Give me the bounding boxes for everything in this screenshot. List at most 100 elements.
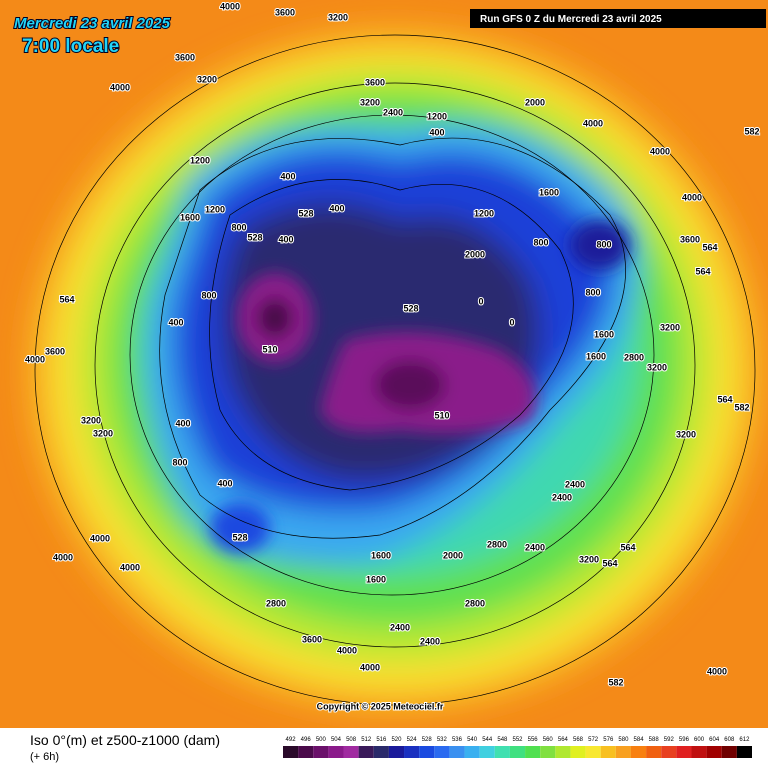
contour-label: 582 — [608, 677, 623, 687]
contour-label: 400 — [280, 171, 295, 181]
run-box — [470, 9, 766, 28]
contour-label: 3200 — [197, 74, 217, 84]
legend-swatch — [313, 746, 329, 758]
legend-swatch — [525, 746, 541, 758]
legend-swatch — [434, 746, 450, 758]
legend-swatch — [328, 746, 344, 758]
contour-label: 3200 — [360, 97, 380, 107]
contour-label: 2400 — [383, 107, 403, 117]
contour-label: 510 — [262, 344, 277, 354]
legend-swatch — [373, 746, 389, 758]
contour-label: 4000 — [337, 645, 357, 655]
contour-label: 2400 — [525, 542, 545, 552]
contour-label: 1200 — [474, 208, 494, 218]
legend-label: 576 — [603, 737, 614, 743]
header: Mercredi 23 avril 2025 7:00 locale Run G… — [13, 9, 766, 58]
contour-label: 564 — [59, 294, 74, 304]
legend-label: 544 — [482, 737, 493, 743]
date-label: Mercredi 23 avril 2025 — [14, 15, 171, 32]
contour-label: 528 — [247, 232, 262, 242]
contour-label: 2800 — [624, 352, 644, 362]
contour-label: 564 — [717, 394, 732, 404]
contour-label: 4000 — [220, 1, 240, 11]
legend-label: 604 — [709, 737, 720, 743]
contour-label: 0 — [509, 317, 514, 327]
contour-label: 3200 — [579, 554, 599, 564]
legend-label: 552 — [512, 737, 523, 743]
contour-label: 564 — [620, 542, 635, 552]
contour-label: 4000 — [25, 354, 45, 364]
contour-label: 800 — [201, 290, 216, 300]
legend-label: 520 — [391, 737, 402, 743]
contour-label: 3200 — [81, 415, 101, 425]
contour-label: 1600 — [366, 574, 386, 584]
contour-label: 3200 — [676, 429, 696, 439]
legend-label: 600 — [694, 737, 705, 743]
contour-label: 2400 — [420, 636, 440, 646]
contour-label: 582 — [734, 402, 749, 412]
legend-label: 612 — [739, 737, 750, 743]
contour-label: 1600 — [539, 187, 559, 197]
footer: Iso 0°(m) et z500-z1000 (dam) (+ 6h) 492… — [0, 728, 768, 768]
contour-label: 3600 — [680, 234, 700, 244]
contour-label: 1200 — [190, 155, 210, 165]
legend-label: 584 — [634, 737, 645, 743]
legend-label: 580 — [618, 737, 629, 743]
legend-swatch — [570, 746, 586, 758]
legend-swatch — [691, 746, 707, 758]
contour-label: 528 — [298, 208, 313, 218]
legend-label: 548 — [497, 737, 508, 743]
legend-swatch — [540, 746, 556, 758]
contour-label: 2000 — [525, 97, 545, 107]
contour-label: 3200 — [328, 12, 348, 22]
contour-label: 582 — [744, 126, 759, 136]
legend-swatch — [721, 746, 737, 758]
legend-swatch — [555, 746, 571, 758]
contour-label: 400 — [168, 317, 183, 327]
legend-swatch — [298, 746, 314, 758]
contours — [34, 34, 756, 706]
legend-swatch — [464, 746, 480, 758]
contour-label: 4000 — [53, 552, 73, 562]
contour-label: 2400 — [552, 492, 572, 502]
contour-label: 400 — [175, 418, 190, 428]
contour-label: 4000 — [120, 562, 140, 572]
legend-swatch — [661, 746, 677, 758]
legend-label: 512 — [361, 737, 372, 743]
legend-swatch — [494, 746, 510, 758]
legend-label: 536 — [452, 737, 463, 743]
legend-swatch — [585, 746, 601, 758]
contour-label: 4000 — [682, 192, 702, 202]
legend-swatch — [600, 746, 616, 758]
contour-label: 3600 — [175, 52, 195, 62]
legend-label: 524 — [407, 737, 418, 743]
legend-swatch — [646, 746, 662, 758]
legend-label: 596 — [679, 737, 690, 743]
legend-label: 516 — [376, 737, 387, 743]
legend-swatch — [736, 746, 752, 758]
contour-label: 2400 — [565, 479, 585, 489]
legend-label: 528 — [422, 737, 433, 743]
contour-label: 2800 — [266, 598, 286, 608]
contour-label: 3200 — [660, 322, 680, 332]
contour-label: 564 — [702, 242, 717, 252]
legend-label: 592 — [664, 737, 675, 743]
legend-label: 572 — [588, 737, 599, 743]
copyright: Copyright © 2025 Meteociel.fr — [317, 701, 444, 711]
legend-swatch — [358, 746, 374, 758]
run-label: Run GFS 0 Z du Mercredi 23 avril 2025 — [480, 14, 662, 25]
legend-label: 568 — [573, 737, 584, 743]
contour-label: 1600 — [180, 212, 200, 222]
legend-label: 496 — [301, 737, 312, 743]
contour-label: 1600 — [586, 351, 606, 361]
legend-label: 608 — [724, 737, 735, 743]
contour-label: 400 — [278, 234, 293, 244]
legend-swatch — [283, 746, 299, 758]
contour-label: 564 — [695, 266, 710, 276]
contour-label: 800 — [596, 239, 611, 249]
legend-label: 532 — [437, 737, 448, 743]
contour-label: 1200 — [427, 111, 447, 121]
legend-label: 540 — [467, 737, 478, 743]
